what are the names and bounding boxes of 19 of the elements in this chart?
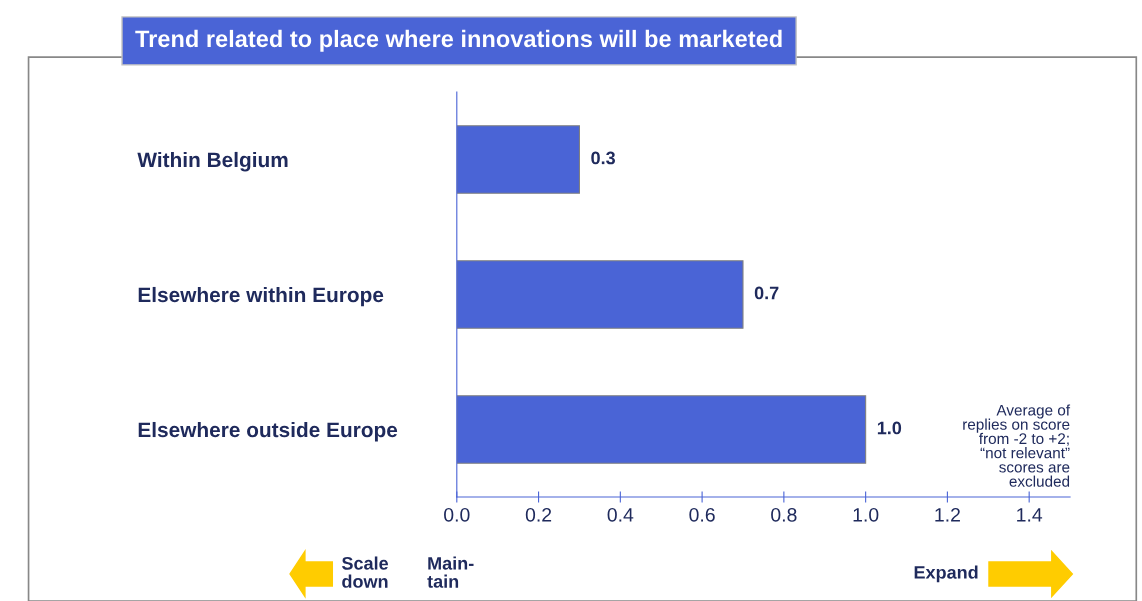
- x-tick-label: 1.0: [853, 507, 879, 522]
- text: Main- tain: [427, 556, 474, 588]
- x-tick-label: 0.8: [771, 507, 797, 522]
- data-label: 0.3: [591, 151, 616, 165]
- y-tick-label: Elsewhere within Europe: [138, 286, 384, 307]
- text: Scale down: [341, 556, 389, 588]
- x-tick-label: 1.2: [935, 507, 960, 522]
- text: Expand: [914, 565, 978, 583]
- x-tick-label: 0.4: [607, 507, 634, 522]
- x-tick-label: 0.0: [444, 507, 470, 522]
- x-tick-label: 1.4: [1017, 508, 1043, 522]
- data-label: 0.7: [754, 286, 779, 300]
- data-label: 1.0: [877, 421, 902, 435]
- y-tick-label: Within Belgium: [137, 151, 288, 172]
- x-tick-label: 0.2: [525, 507, 552, 522]
- annotation: Average of replies on score from -2 to +2; “not relevant” scores are excluded: [963, 404, 1071, 487]
- y-tick-label: Elsewhere outside Europe: [138, 421, 398, 442]
- chart-title: Trend related to place where innovations will be marketed: [135, 29, 782, 52]
- x-tick-label: 0.6: [689, 507, 715, 522]
